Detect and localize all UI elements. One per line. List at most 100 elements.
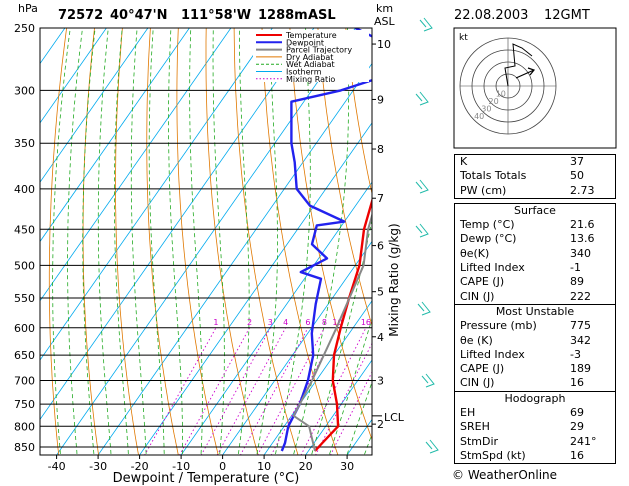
x-tick-label: -30 — [89, 460, 107, 473]
pressure-tick-label: 450 — [14, 223, 35, 236]
wind-barb — [417, 301, 431, 316]
wet-adiabat-line — [237, 28, 250, 455]
table-row: Dewp (°C) 13.6 — [455, 232, 615, 246]
wind-barb — [419, 17, 433, 32]
dry-adiabat-line — [48, 28, 68, 455]
wet-adiabat-line — [67, 28, 83, 455]
series-line-temperature — [314, 197, 372, 452]
row-label: K — [460, 155, 468, 168]
dry-adiabat-line — [616, 0, 629, 459]
wind-barb — [421, 373, 435, 388]
dry-adiabat-line — [345, 28, 372, 196]
legend-label-temperature: Temperature — [285, 31, 337, 40]
wet-adiabat-line — [52, 28, 71, 455]
mixing-ratio-line — [200, 327, 271, 455]
km-asl-label: ASL — [374, 15, 396, 28]
hodo-ring-label: 30 — [481, 104, 491, 113]
km-tick-label: 3 — [377, 375, 384, 388]
wet-adiabat-line — [292, 28, 350, 455]
pressure-tick-label: 600 — [14, 322, 35, 335]
row-value: 16 — [570, 376, 584, 390]
unstable-title: Most Unstable — [455, 303, 615, 319]
km-tick-label: 2 — [377, 418, 384, 431]
row-label: Lifted Index — [460, 347, 525, 361]
legend-label-dewpoint: Dewpoint — [286, 38, 324, 47]
km-tick-label: 4 — [377, 331, 384, 344]
x-tick-label: -20 — [131, 460, 149, 473]
pressure-tick-label: 650 — [14, 349, 35, 362]
dry-adiabat-line — [261, 28, 339, 455]
dry-adiabat-line — [146, 28, 179, 455]
pressure-tick-label: 700 — [14, 375, 35, 388]
table-row: Pressure (mb) 775 — [455, 319, 615, 333]
mixing-ratio-line — [300, 327, 367, 455]
pressure-tick-label: 550 — [14, 292, 35, 305]
hodo-ring-label: 10 — [496, 89, 506, 98]
mixing-ratio-line — [239, 327, 309, 455]
wet-adiabat-line — [82, 28, 96, 455]
plot-frame — [39, 27, 373, 456]
mixing-ratio-label: 16 — [361, 318, 371, 327]
row-label: CAPE (J) — [460, 362, 505, 376]
x-tick-label: 20 — [299, 460, 313, 473]
table-row: K 37 — [455, 155, 615, 169]
date-label: 22.08.2003 — [454, 8, 528, 23]
row-value: 16 — [570, 448, 584, 462]
mixing-ratio-label: 8 — [322, 318, 327, 327]
x-tick-label: 0 — [219, 460, 226, 473]
pressure-tick-label: 800 — [14, 420, 35, 433]
isotherm-line — [222, 240, 372, 455]
row-value: 340 — [570, 246, 591, 260]
dry-adiabat-line — [115, 28, 139, 455]
mixing-ratio-label: 4 — [283, 318, 288, 327]
table-row: θe (K) 342 — [455, 334, 615, 348]
mixing-ratio-label: 10 — [332, 318, 342, 327]
km-tick-label: 8 — [377, 143, 384, 156]
mixing-ratio-line — [179, 327, 250, 455]
mixing-ratio-label: 2 — [247, 318, 252, 327]
table-row: CAPE (J) 189 — [455, 362, 615, 376]
legend-label-mixing-ratio: Mixing Ratio — [286, 75, 335, 84]
title-lon: 111°58'W — [181, 8, 251, 23]
wind-barb — [415, 179, 429, 194]
legend-label-dry-adiabat: Dry Adiabat — [286, 53, 333, 62]
hpa-label: hPa — [18, 2, 38, 15]
legend-label-isotherm: Isotherm — [286, 68, 322, 77]
isotherm-line — [40, 28, 149, 183]
wet-adiabat-line — [148, 28, 165, 455]
row-value: 21.6 — [570, 218, 595, 232]
legend-label-parcel-trajectory: Parcel Trajectory — [286, 46, 352, 55]
mixing-ratio-line — [270, 327, 338, 455]
pressure-tick-label: 300 — [14, 84, 35, 97]
dry-adiabat-line — [233, 28, 299, 455]
row-label: PW (cm) — [460, 183, 507, 197]
mixing-ratio-axis-label: Mixing Ratio (g/kg) — [387, 223, 401, 336]
wet-adiabat-line — [189, 28, 203, 455]
row-value: 189 — [570, 362, 591, 376]
hodograph-frame — [453, 27, 617, 149]
km-tick-label: 10 — [377, 38, 391, 51]
x-tick-label: -10 — [172, 460, 190, 473]
row-label: θe(K) — [460, 246, 490, 260]
pressure-tick-label: 400 — [14, 183, 35, 196]
table-row: Lifted Index -1 — [455, 261, 615, 275]
mixing-ratio-label: 6 — [305, 318, 310, 327]
row-label: Lifted Index — [460, 261, 525, 275]
wet-adiabat-line — [274, 28, 311, 455]
row-value: 775 — [570, 319, 591, 333]
table-row: CIN (J) 222 — [455, 290, 615, 304]
table-row: EH 69 — [455, 406, 615, 420]
row-label: CIN (J) — [460, 289, 495, 303]
wet-adiabat-line — [311, 217, 372, 455]
row-label: CAPE (J) — [460, 275, 505, 289]
table-row: Lifted Index -3 — [455, 348, 615, 362]
pressure-tick-label: 250 — [14, 22, 35, 35]
series-line-parcel-trajectory — [292, 212, 372, 452]
table-row: CIN (J) 16 — [455, 376, 615, 390]
wet-adiabat-line — [114, 28, 129, 455]
x-tick-label: -40 — [48, 460, 66, 473]
row-value: 89 — [570, 275, 584, 289]
